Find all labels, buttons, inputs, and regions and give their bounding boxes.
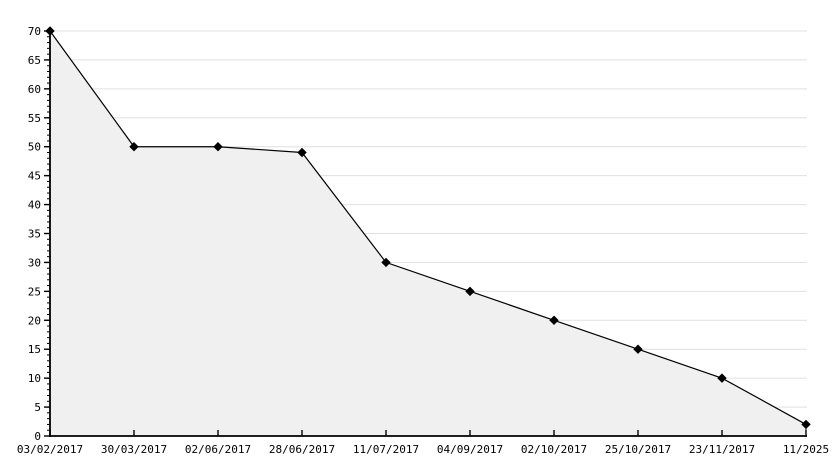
x-tick-label: 28/06/2017 [269, 443, 335, 456]
y-tick-label: 5 [34, 401, 41, 414]
x-tick-label: 11/07/2017 [353, 443, 419, 456]
data-point-marker [633, 344, 643, 354]
data-point-marker [213, 142, 223, 152]
y-tick-label: 20 [28, 314, 41, 327]
y-tick-label: 50 [28, 141, 41, 154]
x-tick-label: 02/10/2017 [521, 443, 587, 456]
data-point-marker [801, 419, 811, 430]
x-tick-label: 30/03/2017 [101, 443, 167, 456]
y-tick-label: 65 [28, 54, 41, 67]
y-tick-label: 30 [28, 256, 41, 269]
y-tick-label: 40 [28, 199, 41, 212]
data-point-marker [381, 257, 391, 268]
y-tick-label: 60 [28, 83, 41, 96]
y-tick-label: 10 [28, 372, 41, 385]
x-tick-label: 04/09/2017 [437, 443, 503, 456]
y-tick-label: 25 [28, 285, 41, 298]
x-tick-label: 11/2025 [783, 443, 829, 456]
data-point-marker [465, 286, 475, 297]
data-point-marker [297, 147, 307, 158]
x-tick-label: 03/02/2017 [17, 443, 83, 456]
x-tick-label: 25/10/2017 [605, 443, 671, 456]
y-tick-label: 0 [34, 430, 41, 443]
data-point-marker [717, 373, 727, 383]
x-tick-label: 23/11/2017 [689, 443, 755, 456]
data-point-marker [129, 142, 139, 152]
x-tick-label: 02/06/2017 [185, 443, 251, 456]
y-tick-label: 55 [28, 112, 41, 125]
y-tick-label: 35 [28, 228, 41, 241]
y-tick-label: 70 [28, 25, 41, 38]
data-point-marker [45, 26, 55, 36]
data-point-marker [549, 315, 559, 325]
y-tick-label: 15 [28, 343, 41, 356]
y-tick-label: 45 [28, 170, 41, 183]
data-line [49, 30, 807, 425]
area-fill [50, 31, 806, 436]
